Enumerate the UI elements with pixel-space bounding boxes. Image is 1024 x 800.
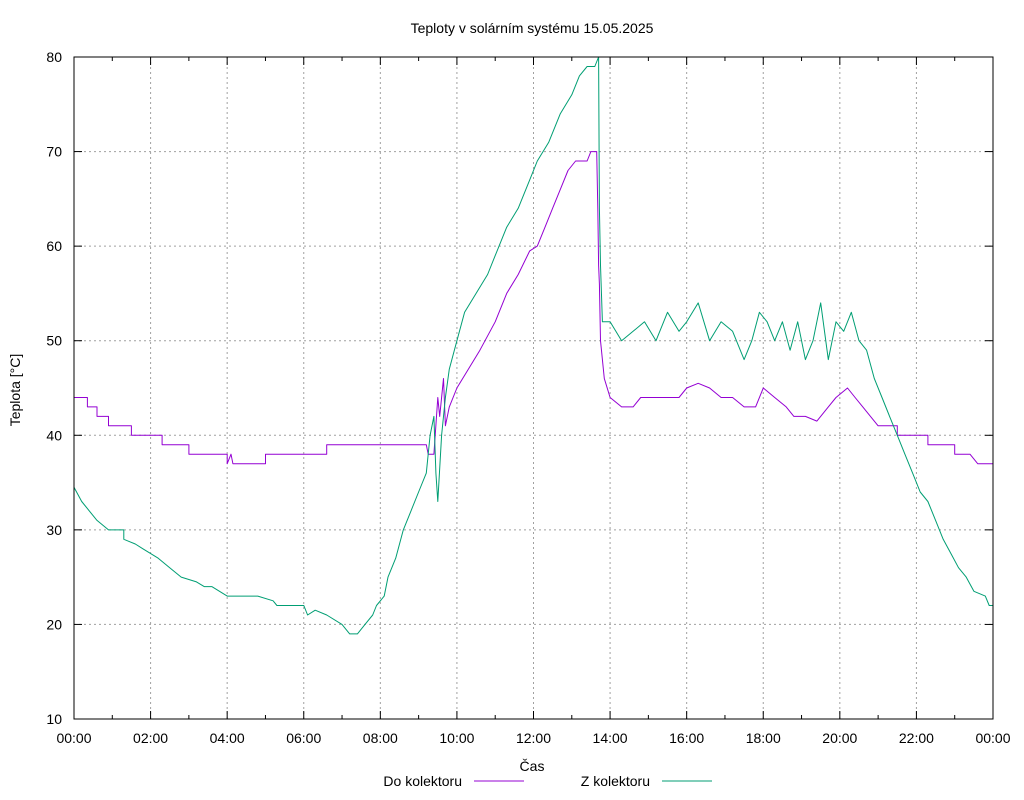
x-axis-tick-labels: 00:00 02:00 04:00 06:00 08:00 10:00 12:00 14:00… bbox=[56, 730, 1010, 746]
x-tick-label: 18:00 bbox=[746, 730, 781, 746]
legend: Do kolektoru Z kolektoru bbox=[383, 773, 712, 789]
legend-label-z-kolektoru: Z kolektoru bbox=[581, 773, 650, 789]
x-tick-label: 14:00 bbox=[593, 730, 628, 746]
x-tick-label: 04:00 bbox=[210, 730, 245, 746]
y-tick-label: 40 bbox=[46, 427, 62, 443]
x-tick-label: 08:00 bbox=[363, 730, 398, 746]
y-tick-label: 60 bbox=[46, 238, 62, 254]
x-tick-label: 20:00 bbox=[822, 730, 857, 746]
y-axis-tick-labels: 10 20 30 40 50 60 70 80 bbox=[46, 49, 62, 727]
chart-title: Teploty v solárním systému 15.05.2025 bbox=[411, 20, 654, 36]
y-tick-label: 70 bbox=[46, 144, 62, 160]
y-axis-label: Teplota [°C] bbox=[7, 354, 23, 427]
x-tick-label: 10:00 bbox=[439, 730, 474, 746]
y-tick-label: 20 bbox=[46, 616, 62, 632]
x-tick-label: 06:00 bbox=[286, 730, 321, 746]
axis-ticks bbox=[73, 56, 994, 720]
x-tick-label: 00:00 bbox=[56, 730, 91, 746]
y-tick-label: 80 bbox=[46, 49, 62, 65]
y-tick-label: 30 bbox=[46, 522, 62, 538]
series-group bbox=[73, 56, 993, 635]
x-tick-label: 12:00 bbox=[516, 730, 551, 746]
legend-label-do-kolektoru: Do kolektoru bbox=[383, 773, 462, 789]
x-tick-label: 02:00 bbox=[133, 730, 168, 746]
x-tick-label: 16:00 bbox=[669, 730, 704, 746]
grid bbox=[74, 57, 993, 719]
series-line-z-kolektoru bbox=[73, 56, 993, 635]
x-tick-label: 22:00 bbox=[899, 730, 934, 746]
x-axis-label: Čas bbox=[520, 758, 545, 774]
y-tick-label: 50 bbox=[46, 333, 62, 349]
y-tick-label: 10 bbox=[46, 711, 62, 727]
x-tick-label: 00:00 bbox=[975, 730, 1010, 746]
series-line-do-kolektoru bbox=[74, 151, 993, 465]
